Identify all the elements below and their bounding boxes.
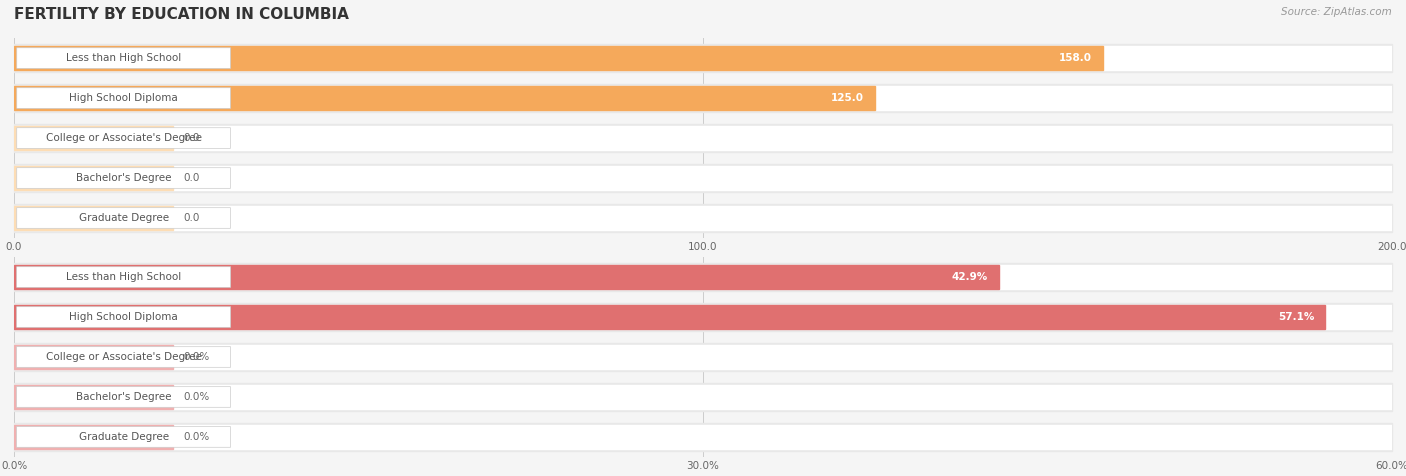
Bar bbox=[14, 206, 173, 230]
Text: Graduate Degree: Graduate Degree bbox=[79, 432, 169, 442]
FancyBboxPatch shape bbox=[17, 426, 231, 447]
FancyBboxPatch shape bbox=[17, 347, 231, 367]
Bar bbox=[14, 383, 1392, 411]
Bar bbox=[14, 425, 173, 449]
FancyBboxPatch shape bbox=[17, 128, 231, 149]
Text: 0.0: 0.0 bbox=[184, 133, 200, 143]
Bar bbox=[14, 303, 1392, 331]
Bar bbox=[14, 46, 1392, 70]
Bar bbox=[14, 263, 1392, 291]
Text: 0.0: 0.0 bbox=[184, 173, 200, 183]
Text: College or Associate's Degree: College or Associate's Degree bbox=[45, 352, 201, 362]
Text: 125.0: 125.0 bbox=[831, 93, 865, 103]
Bar bbox=[14, 204, 1392, 232]
Bar bbox=[14, 126, 1392, 150]
Bar bbox=[14, 166, 173, 190]
Text: 0.0: 0.0 bbox=[184, 213, 200, 223]
Bar bbox=[14, 385, 173, 409]
Text: Bachelor's Degree: Bachelor's Degree bbox=[76, 173, 172, 183]
Bar bbox=[14, 124, 1392, 152]
Bar bbox=[14, 166, 1392, 190]
Text: 0.0%: 0.0% bbox=[184, 392, 209, 402]
Bar bbox=[14, 164, 1392, 192]
Text: FERTILITY BY EDUCATION IN COLUMBIA: FERTILITY BY EDUCATION IN COLUMBIA bbox=[14, 7, 349, 22]
Text: High School Diploma: High School Diploma bbox=[69, 312, 179, 322]
Text: Less than High School: Less than High School bbox=[66, 272, 181, 282]
FancyBboxPatch shape bbox=[17, 307, 231, 327]
Bar bbox=[14, 126, 173, 150]
Bar bbox=[14, 305, 1392, 329]
Text: 158.0: 158.0 bbox=[1059, 53, 1091, 63]
Bar bbox=[14, 206, 1392, 230]
Text: 0.0%: 0.0% bbox=[184, 432, 209, 442]
Text: 0.0%: 0.0% bbox=[184, 352, 209, 362]
Bar bbox=[14, 305, 1326, 329]
Bar bbox=[14, 345, 173, 369]
Bar bbox=[14, 425, 1392, 449]
Text: Graduate Degree: Graduate Degree bbox=[79, 213, 169, 223]
Bar bbox=[14, 385, 1392, 409]
Text: Less than High School: Less than High School bbox=[66, 53, 181, 63]
Bar bbox=[14, 265, 1392, 289]
Bar bbox=[14, 84, 1392, 112]
Bar bbox=[14, 86, 876, 110]
FancyBboxPatch shape bbox=[17, 168, 231, 188]
Bar bbox=[14, 44, 1392, 72]
Text: College or Associate's Degree: College or Associate's Degree bbox=[45, 133, 201, 143]
Text: Source: ZipAtlas.com: Source: ZipAtlas.com bbox=[1281, 7, 1392, 17]
Text: Bachelor's Degree: Bachelor's Degree bbox=[76, 392, 172, 402]
Bar bbox=[14, 423, 1392, 451]
Bar bbox=[14, 86, 1392, 110]
Bar bbox=[14, 343, 1392, 371]
FancyBboxPatch shape bbox=[17, 208, 231, 228]
Text: 42.9%: 42.9% bbox=[952, 272, 988, 282]
Bar bbox=[14, 46, 1102, 70]
FancyBboxPatch shape bbox=[17, 387, 231, 407]
Bar bbox=[14, 265, 1000, 289]
FancyBboxPatch shape bbox=[17, 88, 231, 109]
Text: 57.1%: 57.1% bbox=[1278, 312, 1315, 322]
FancyBboxPatch shape bbox=[17, 267, 231, 288]
Bar bbox=[14, 345, 1392, 369]
Text: High School Diploma: High School Diploma bbox=[69, 93, 179, 103]
FancyBboxPatch shape bbox=[17, 48, 231, 69]
